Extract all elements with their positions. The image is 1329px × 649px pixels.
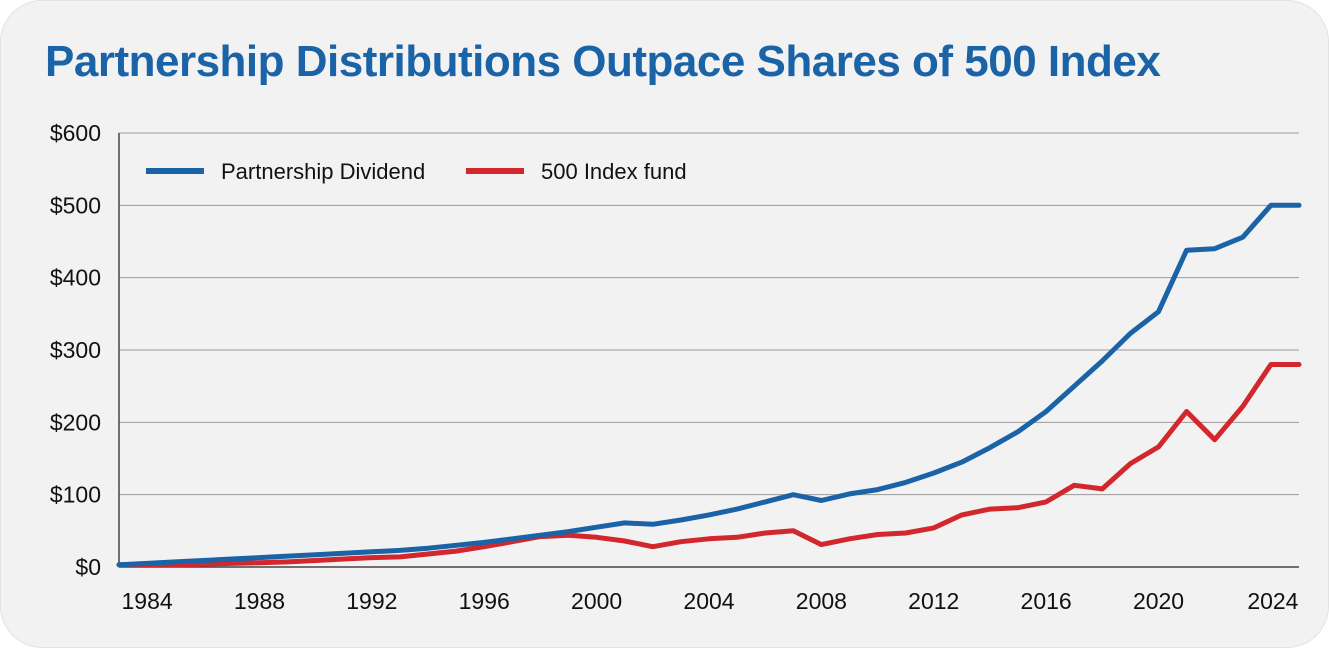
- x-tick-label: 1996: [459, 588, 510, 614]
- x-tick-label: 2016: [1021, 588, 1072, 614]
- series-line-500-index-fund: [116, 362, 1302, 568]
- x-tick-label: 1992: [346, 588, 397, 614]
- x-tick-label: 1988: [234, 588, 285, 614]
- y-tick-label: $300: [50, 337, 101, 363]
- y-tick-label: $400: [50, 265, 101, 291]
- y-tick-label: $100: [50, 482, 101, 508]
- x-tick-label: 2000: [571, 588, 622, 614]
- series-line-partnership-dividend: [116, 202, 1302, 568]
- x-tick-label: 2020: [1133, 588, 1184, 614]
- legend-label: 500 Index fund: [541, 159, 687, 184]
- y-tick-label: $0: [75, 554, 101, 580]
- y-tick-label: $600: [50, 120, 101, 146]
- y-tick-label: $500: [50, 192, 101, 218]
- x-tick-label: 2012: [908, 588, 959, 614]
- x-tick-label: 2008: [796, 588, 847, 614]
- y-tick-label: $200: [50, 409, 101, 435]
- x-tick-label: 2024: [1247, 588, 1298, 614]
- x-tick-label: 1984: [122, 588, 173, 614]
- x-tick-label: 2004: [683, 588, 734, 614]
- chart-title: Partnership Distributions Outpace Shares…: [45, 37, 1161, 86]
- legend-label: Partnership Dividend: [221, 159, 425, 184]
